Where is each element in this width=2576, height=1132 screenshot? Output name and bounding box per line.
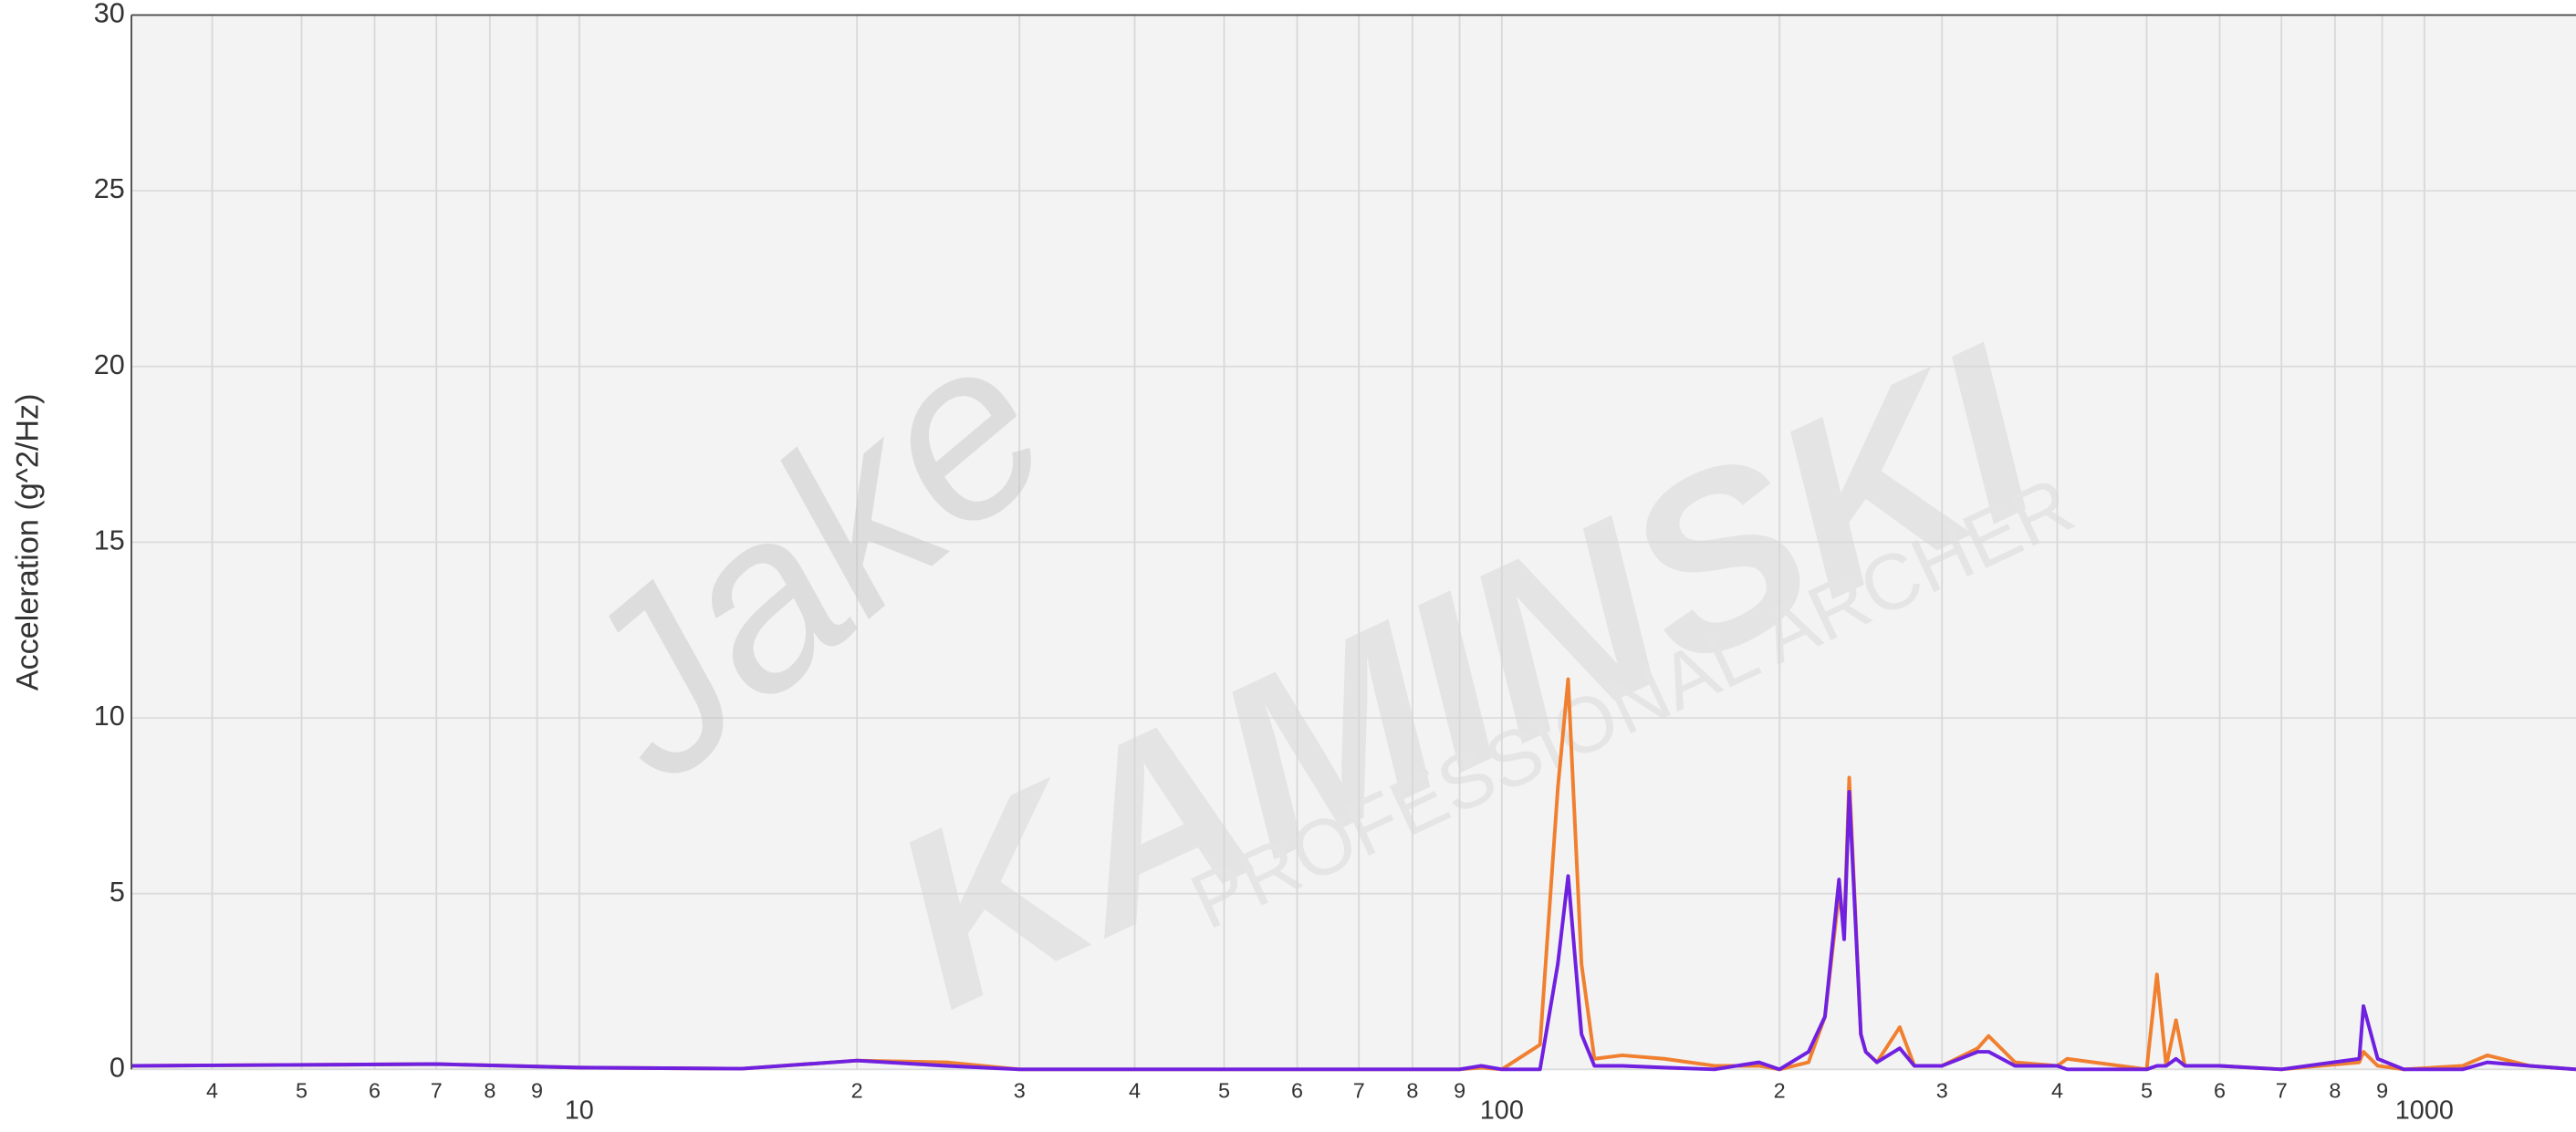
x-minor-tick-label: 7	[1353, 1079, 1365, 1103]
x-minor-tick-label: 7	[431, 1079, 443, 1103]
x-minor-tick-label: 9	[2376, 1079, 2388, 1103]
x-minor-tick-label: 2	[851, 1079, 863, 1103]
x-major-tick-label: 1000	[2395, 1096, 2454, 1126]
x-minor-tick-label: 3	[1014, 1079, 1026, 1103]
x-minor-tick-label: 5	[2141, 1079, 2153, 1103]
y-tick-label: 25	[94, 173, 125, 204]
x-minor-tick-label: 6	[369, 1079, 381, 1103]
grid	[131, 14, 2576, 1071]
y-tick-label: 30	[94, 0, 125, 29]
x-minor-tick-label: 4	[1129, 1079, 1141, 1103]
x-minor-tick-label: 8	[484, 1079, 495, 1103]
x-minor-tick-label: 6	[1291, 1079, 1303, 1103]
y-tick-label: 10	[94, 701, 125, 732]
x-minor-tick-label: 4	[2051, 1079, 2063, 1103]
x-minor-tick-label: 9	[531, 1079, 543, 1103]
x-minor-tick-label: 8	[1406, 1079, 1418, 1103]
y-tick-label: 15	[94, 524, 125, 556]
x-minor-tick-label: 4	[206, 1079, 218, 1103]
x-minor-tick-label: 5	[296, 1079, 308, 1103]
y-tick-label: 0	[110, 1052, 125, 1083]
x-minor-tick-label: 8	[2329, 1079, 2341, 1103]
x-minor-tick-label: 7	[2276, 1079, 2288, 1103]
x-minor-tick-label: 6	[2214, 1079, 2226, 1103]
x-minor-tick-label: 3	[1936, 1079, 1948, 1103]
y-tick-label: 5	[110, 877, 125, 908]
x-major-tick-label: 100	[1480, 1096, 1524, 1126]
x-minor-tick-label: 2	[1774, 1079, 1786, 1103]
series-line	[131, 789, 2576, 1072]
x-minor-tick-label: 5	[1218, 1079, 1230, 1103]
x-minor-tick-label: 9	[1454, 1079, 1465, 1103]
y-tick-label: 20	[94, 349, 125, 380]
x-major-tick-label: 10	[565, 1096, 594, 1126]
lines	[131, 677, 2576, 1072]
y-axis-label: Acceleration (g^2/Hz)	[10, 394, 45, 691]
